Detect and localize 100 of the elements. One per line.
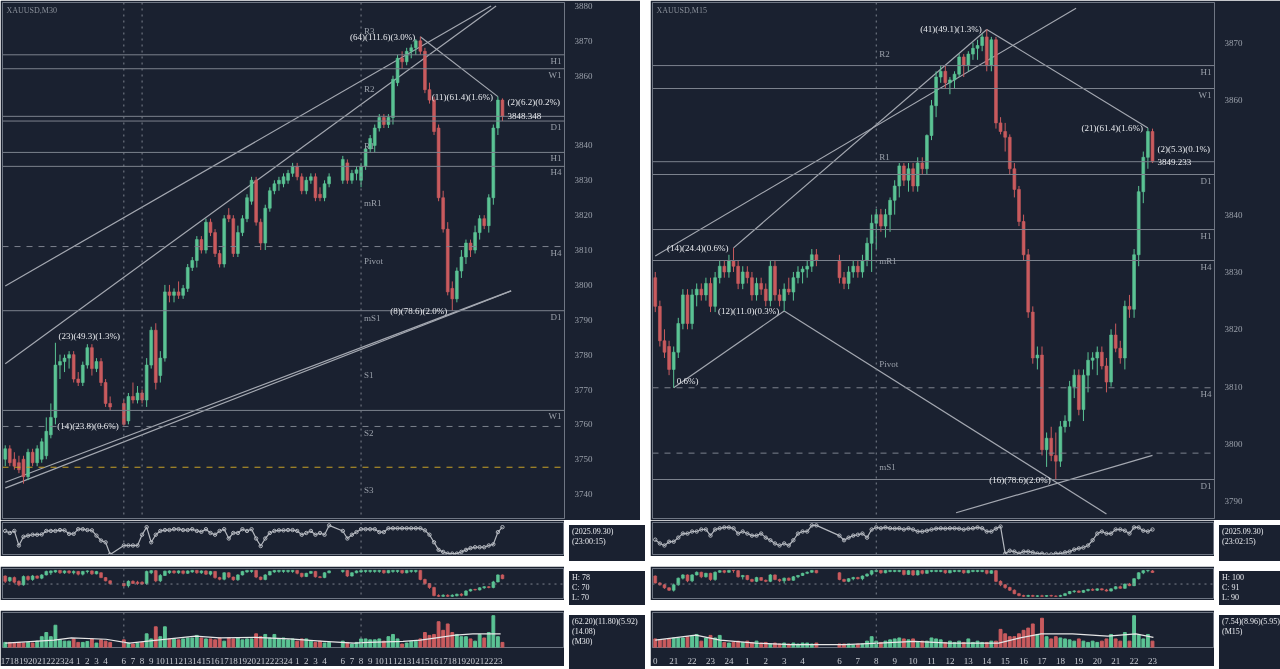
x-tick-label: 10 — [374, 655, 385, 666]
y-tick-label: 3770 — [574, 384, 593, 395]
x-tick-label: 8 — [358, 655, 364, 666]
x-tick-label: 23 — [493, 655, 503, 666]
annotation: (14)(24.4)(0.6%) — [667, 242, 729, 253]
text: L: 70 — [572, 593, 590, 603]
x-tick-label: 16 — [1019, 655, 1029, 666]
y-tick-label: 3810 — [574, 245, 593, 256]
x-tick-label: 24 — [724, 655, 734, 666]
x-tick-label: 20 — [466, 655, 476, 666]
x-tick-label: 13 — [963, 655, 974, 666]
ref-line-label: H1 — [1200, 66, 1212, 77]
annotation: mS1 — [364, 312, 381, 323]
x-tick-label: 1 — [75, 655, 81, 666]
x-tick-label: 0 — [653, 655, 659, 666]
annotation: S1 — [364, 370, 374, 381]
x-tick-label: 2 — [304, 655, 309, 666]
x-tick-label: 12 — [945, 655, 955, 666]
x-tick-label: 8 — [139, 655, 145, 666]
text: H: 100 — [1222, 573, 1244, 583]
text: (7.54)(8.96)(5.95) — [1222, 617, 1280, 627]
annotation: (2)(6.2)(0.2%) — [507, 96, 560, 107]
text: (M15) — [1222, 627, 1244, 637]
x-tick-label: 20 — [28, 655, 38, 666]
annotation: S3 — [364, 484, 375, 495]
x-tick-label: 23 — [706, 655, 716, 666]
y-tick-label: 3800 — [1224, 438, 1243, 449]
y-tick-label: 3830 — [1224, 266, 1243, 277]
y-tick-label: 3810 — [1224, 381, 1243, 392]
ref-line-label: W1 — [1198, 89, 1212, 100]
y-tick-label: 3870 — [574, 35, 593, 46]
y-tick-label: 3750 — [574, 454, 593, 465]
ref-line-label: W1 — [548, 411, 562, 422]
x-tick-label: 6 — [340, 655, 346, 666]
x-tick-label: 23 — [1148, 655, 1158, 666]
annotation: (14)(23.8)(0.6%) — [57, 420, 119, 431]
text: (14.08) — [572, 627, 597, 637]
x-tick-label: 7 — [855, 655, 861, 666]
y-tick-label: 3800 — [574, 279, 593, 290]
ref-line-label: D1 — [550, 311, 562, 322]
x-tick-label: 21 — [256, 655, 266, 666]
x-tick-label: 24 — [283, 655, 294, 666]
text: (2025.09.30) (23:00:15) — [572, 527, 615, 547]
x-tick-label: 16 — [429, 655, 440, 666]
y-tick-label: 3870 — [1224, 37, 1243, 48]
x-tick-label: 17 — [438, 655, 449, 666]
annotation: (16)(78.6)(2.0%) — [989, 475, 1051, 486]
x-tick-label: 6 — [837, 655, 843, 666]
text: C: 91 — [1222, 583, 1241, 593]
x-tick-label: 12 — [393, 655, 403, 666]
x-tick-label: 15 — [420, 655, 430, 666]
y-tick-label: 3820 — [574, 210, 593, 221]
annotation: (23)(49.3)(1.3%) — [58, 330, 120, 341]
x-tick-label: 19 — [237, 655, 248, 666]
annotation: R1 — [364, 140, 375, 151]
x-tick-label: 14 — [411, 655, 421, 666]
x-tick-label: 6 — [121, 655, 127, 666]
x-tick-label: 17 — [1037, 655, 1047, 666]
y-tick-label: 3740 — [574, 489, 593, 500]
x-tick-label: 11 — [165, 655, 174, 666]
x-tick-label: 22 — [687, 655, 697, 666]
x-tick-label: 2 — [763, 655, 769, 666]
ref-line-label: H4 — [550, 247, 562, 258]
annotation: 0.6%) — [676, 375, 699, 386]
y-tick-label: 3820 — [1224, 324, 1243, 335]
x-tick-label: 1 — [745, 655, 750, 666]
ref-line-label: D1 — [1200, 480, 1212, 491]
annotation: Pivot — [879, 358, 899, 369]
annotation: (8)(78.6)(2.0%) — [390, 305, 448, 316]
y-tick-label: 3860 — [574, 70, 593, 81]
x-tick-label: 4 — [800, 655, 806, 666]
ref-line-label: H4 — [1200, 388, 1212, 399]
annotation: 3849.233 — [1157, 156, 1192, 167]
text: L: 90 — [1222, 593, 1241, 603]
x-tick-label: 19 — [18, 655, 29, 666]
x-tick-label: 16 — [210, 655, 221, 666]
annotation: mS1 — [879, 461, 896, 472]
x-tick-label: 19 — [456, 655, 467, 666]
ref-line-label: W1 — [548, 69, 562, 80]
x-tick-label: 3 — [781, 655, 787, 666]
annotation: (12)(11.0)(0.3%) — [718, 305, 780, 316]
ref-line-label: H4 — [1200, 261, 1212, 272]
annotation: S2 — [364, 427, 374, 438]
x-tick-label: 9 — [148, 655, 154, 666]
x-tick-label: 4 — [322, 655, 328, 666]
y-tick-label: 3760 — [574, 419, 593, 430]
x-tick-label: 7 — [349, 655, 355, 666]
x-tick-label: 19 — [1074, 655, 1084, 666]
x-tick-label: 4 — [103, 655, 109, 666]
x-tick-label: 18 — [1055, 655, 1066, 666]
x-tick-label: 10 — [908, 655, 919, 666]
x-tick-label: 21 — [475, 655, 485, 666]
annotation: (41)(49.1)(1.3%) — [920, 24, 982, 35]
x-tick-label: 22 — [265, 655, 275, 666]
x-tick-label: 3 — [94, 655, 100, 666]
chart-title: XAUUSD,M15 — [656, 5, 707, 15]
x-tick-label: 8 — [874, 655, 880, 666]
y-tick-label: 3780 — [574, 349, 593, 360]
ref-line-label: H1 — [550, 153, 562, 164]
x-tick-label: 14 — [192, 655, 202, 666]
